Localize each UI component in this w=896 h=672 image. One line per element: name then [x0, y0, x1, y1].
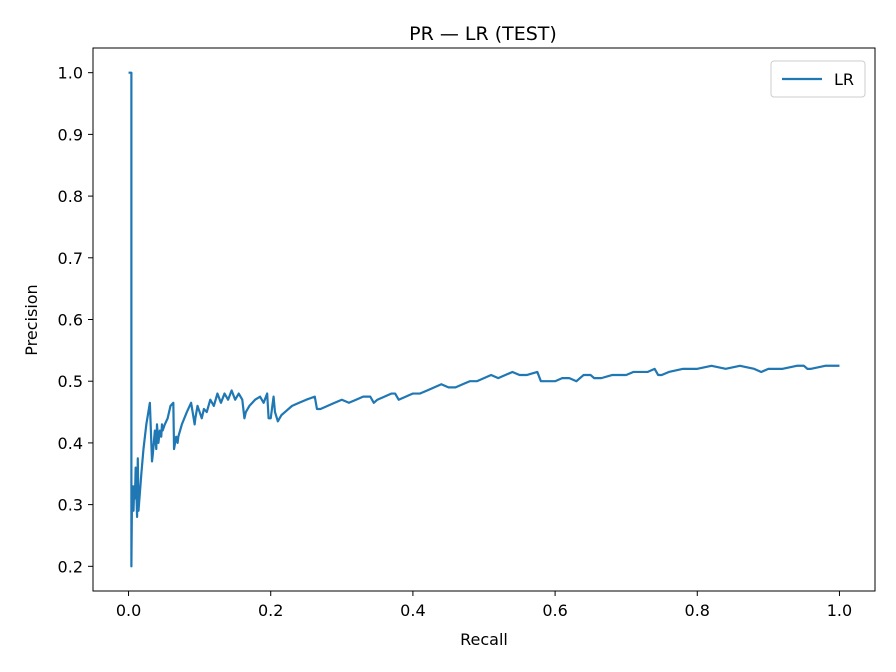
y-tick-label: 0.5 — [58, 372, 83, 391]
y-tick-label: 0.9 — [58, 125, 83, 144]
x-tick-label: 0.6 — [542, 601, 567, 620]
y-tick-label: 0.4 — [58, 434, 83, 453]
series-line-lr — [128, 71, 840, 568]
x-tick-label: 1.0 — [827, 601, 852, 620]
y-tick-label: 0.6 — [58, 311, 83, 330]
legend-label-lr: LR — [834, 70, 854, 89]
x-tick-label: 0.0 — [116, 601, 141, 620]
x-tick-label: 0.4 — [400, 601, 425, 620]
x-tick-label: 0.8 — [685, 601, 710, 620]
y-axis-label: Precision — [22, 284, 41, 355]
x-tick-label: 0.2 — [258, 601, 283, 620]
y-axis-ticks: 0.2 0.3 0.4 0.5 0.6 0.7 0.8 0.9 1.0 — [58, 64, 93, 576]
y-tick-label: 0.7 — [58, 249, 83, 268]
legend: LR — [770, 60, 866, 98]
y-tick-label: 1.0 — [58, 64, 83, 83]
chart-title: PR — LR (TEST) — [409, 23, 557, 45]
y-tick-label: 0.8 — [58, 187, 83, 206]
x-axis-label: Recall — [460, 630, 508, 649]
y-tick-label: 0.2 — [58, 557, 83, 576]
x-axis-ticks: 0.0 0.2 0.4 0.6 0.8 1.0 — [116, 591, 852, 620]
plot-area — [128, 71, 840, 568]
y-tick-label: 0.3 — [58, 496, 83, 515]
